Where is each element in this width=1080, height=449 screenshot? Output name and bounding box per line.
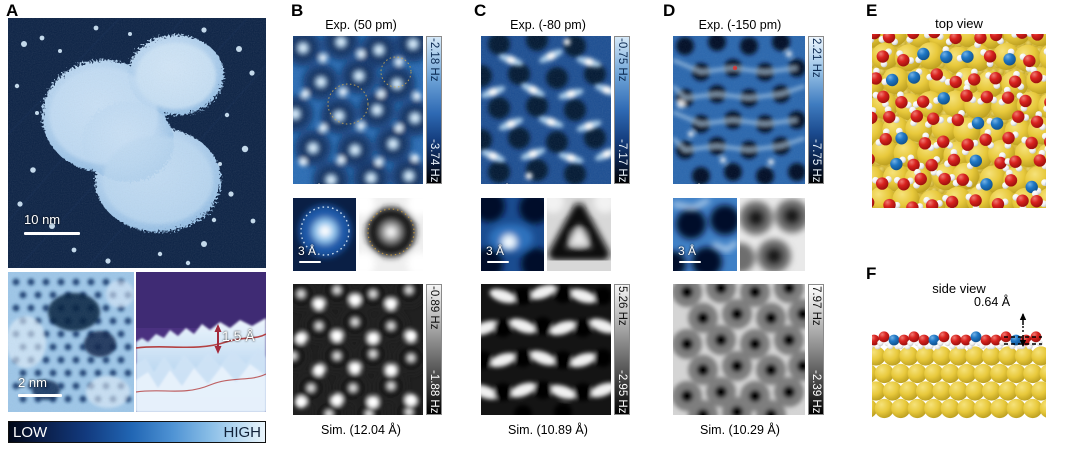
panel-b-exp-cbar-bottom: -3.74 Hz — [428, 138, 440, 182]
panel-b-inset-exp: 3 Å — [293, 198, 356, 271]
panel-f-height-label: 0.64 Å — [974, 295, 1011, 309]
panel-c-exp-cbar-bottom: -7.17 Hz — [616, 138, 628, 182]
panel-letter-e: E — [866, 1, 878, 20]
panel-d-sim-cbar-top: 7.97 Hz — [810, 286, 822, 326]
panel-d-exp-cbar-top: 2.21 Hz — [810, 38, 822, 78]
panel-a-zoom-image: 2 nm — [8, 272, 134, 412]
panel-c-scalebar-label: 8 Å — [493, 183, 511, 184]
panel-f-title: side view — [932, 281, 986, 296]
colorbar-low-label: LOW — [13, 424, 48, 441]
stm-atomic-zoom — [8, 272, 134, 412]
panel-b-exp-image: 8 Å — [293, 36, 423, 184]
panel-d-inset-exp: 3 Å — [673, 198, 737, 271]
panel-d-sim-image — [673, 284, 805, 415]
panel-c-sim-colorbar: 5.26 Hz -2.95 Hz — [614, 284, 630, 415]
panel-b-inset-scalebar-label: 3 Å — [298, 244, 317, 258]
panel-c-inset-scalebar-label: 3 Å — [486, 244, 505, 258]
panel-b-sim-title: Sim. (12.04 Å) — [321, 423, 401, 437]
scalebar-2nm-line — [18, 394, 62, 397]
panel-d-inset-scalebar-label: 3 Å — [678, 244, 697, 258]
top-view-atoms — [872, 34, 1046, 208]
panel-c-exp-image: 8 Å — [481, 36, 611, 184]
panel-letter-a: A — [6, 1, 19, 20]
panel-c-sim-image — [481, 284, 611, 415]
panel-c-sim-cbar-top: 5.26 Hz — [616, 286, 628, 326]
panel-b-sim-colorbar: -0.89 Hz -1.88 Hz — [426, 284, 442, 415]
scalebar-10nm-label: 10 nm — [24, 212, 61, 227]
panel-b-sim-cbar-bottom: -1.88 Hz — [428, 369, 440, 413]
stm-3d-profile — [136, 272, 266, 412]
panel-f-height-arrows — [1019, 313, 1027, 347]
panel-d-sim-title: Sim. (10.29 Å) — [700, 423, 780, 437]
panel-d-exp-title: Exp. (-150 pm) — [698, 18, 782, 32]
stm-overview-image — [8, 18, 266, 268]
panel-letter-c: C — [474, 1, 487, 20]
scalebar-2nm-label: 2 nm — [18, 375, 47, 390]
panel-c-inset-scalebar-line — [487, 261, 509, 263]
panel-a-stm-overview: 10 nm — [8, 18, 266, 268]
panel-b-inset-scalebar-line — [299, 261, 321, 263]
panel-b-exp-title: Exp. (50 pm) — [325, 18, 397, 32]
panel-e-title: top view — [935, 16, 983, 31]
panel-d-exp-image: 8 Å — [673, 36, 805, 184]
side-view-atoms — [872, 300, 1046, 422]
panel-letter-f: F — [866, 264, 877, 283]
panel-b-sim-cbar-top: -0.89 Hz — [428, 286, 440, 330]
scalebar-10nm-line — [24, 232, 80, 235]
height-annotation-1p5A: 1.5 Å — [222, 328, 255, 344]
panel-f-side-view-model — [872, 300, 1046, 422]
panel-c-inset-exp: 3 Å — [481, 198, 544, 271]
panel-c-inset-sim — [547, 198, 611, 271]
panel-c-exp-cbar-top: -0.75 Hz — [616, 38, 628, 82]
panel-c-exp-colorbar: -0.75 Hz -7.17 Hz — [614, 36, 630, 184]
panel-b-exp-colorbar: -2.18 Hz -3.74 Hz — [426, 36, 442, 184]
panel-c-sim-title: Sim. (10.89 Å) — [508, 423, 588, 437]
panel-b-inset-sim — [359, 198, 423, 271]
panel-d-exp-colorbar: 2.21 Hz -7.75 Hz — [808, 36, 824, 184]
panel-b-scalebar-label: 8 Å — [305, 183, 323, 184]
panel-a-3d-render: 1.5 Å — [136, 272, 266, 412]
panel-e-top-view-model — [872, 34, 1046, 208]
panel-d-sim-cbar-bottom: -2.39 Hz — [810, 369, 822, 413]
panel-letter-d: D — [663, 1, 676, 20]
panel-d-exp-cbar-bottom: -7.75 Hz — [810, 138, 822, 182]
panel-letter-b: B — [291, 1, 304, 20]
panel-d-inset-sim — [740, 198, 805, 271]
panel-b-exp-cbar-top: -2.18 Hz — [428, 38, 440, 82]
panel-d-scalebar-label: 8 Å — [685, 183, 703, 184]
panel-a-colorbar: LOW HIGH — [8, 421, 266, 443]
colorbar-high-label: HIGH — [223, 424, 262, 441]
panel-c-sim-cbar-bottom: -2.95 Hz — [616, 369, 628, 413]
panel-d-inset-scalebar-line — [679, 261, 701, 263]
panel-b-sim-image — [293, 284, 423, 415]
panel-d-sim-colorbar: 7.97 Hz -2.39 Hz — [808, 284, 824, 415]
panel-c-exp-title: Exp. (-80 pm) — [510, 18, 586, 32]
